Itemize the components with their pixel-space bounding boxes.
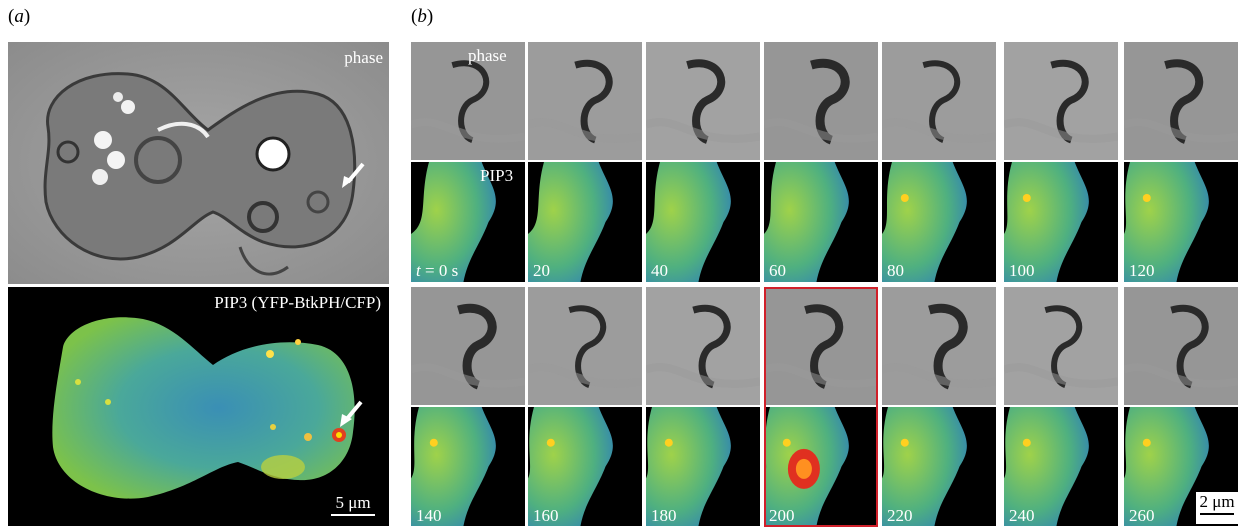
time-label: 60 <box>769 261 786 280</box>
phase-frame <box>764 287 878 405</box>
panel-a-phase-image: phase <box>8 42 389 284</box>
pip3-frame <box>528 162 642 282</box>
phase-frame <box>882 42 996 160</box>
pip3-frame <box>528 407 642 526</box>
pip3-frame <box>764 407 878 526</box>
scale-bar-b: 2 μm <box>1196 492 1238 524</box>
phase-frame <box>1124 287 1238 405</box>
phase-frame <box>528 287 642 405</box>
pip3-frame <box>882 162 996 282</box>
pip3-frame <box>882 407 996 526</box>
panel-label-b: (b) <box>411 6 434 27</box>
time-label: 180 <box>651 506 677 525</box>
phase-frame <box>1004 42 1118 160</box>
pip3-frame <box>764 162 878 282</box>
pip3-frame <box>1004 407 1118 526</box>
pip3-frame <box>411 162 525 282</box>
phase-frame <box>1124 42 1238 160</box>
phase-frame <box>528 42 642 160</box>
time-label: 240 <box>1009 506 1035 525</box>
phase-label-b: phase <box>468 46 507 65</box>
phase-label-a: phase <box>344 48 383 67</box>
time-label: 220 <box>887 506 913 525</box>
pip3-frame <box>646 407 760 526</box>
time-label: 120 <box>1129 261 1155 280</box>
time-label: 200 <box>769 506 795 525</box>
scale-bar-a: 5 μm <box>326 493 380 523</box>
pip3-frame <box>1124 407 1238 526</box>
phase-frame <box>646 287 760 405</box>
pip3-frame <box>646 162 760 282</box>
pip3-label-b: PIP3 <box>480 166 514 185</box>
phase-frame <box>646 42 760 160</box>
pip3-frame <box>411 407 525 526</box>
phase-frame <box>764 42 878 160</box>
time-label: 80 <box>887 261 904 280</box>
time-label: 20 <box>533 261 550 280</box>
highlight-frame-box <box>764 287 878 527</box>
phase-frame <box>882 287 996 405</box>
pip3-label-a: PIP3 (YFP-BtkPH/CFP) <box>214 293 381 312</box>
panel-label-a: (a) <box>8 6 31 27</box>
phase-frame <box>411 287 525 405</box>
time-label: 140 <box>416 506 442 525</box>
panel-a-pip3-image: PIP3 (YFP-BtkPH/CFP) <box>8 287 389 526</box>
time-label: 160 <box>533 506 559 525</box>
time-label-first: t = 0 s <box>416 261 459 280</box>
phase-frame <box>1004 287 1118 405</box>
pip3-frame <box>1124 162 1238 282</box>
time-label: 260 <box>1129 506 1155 525</box>
phase-frame <box>411 42 525 160</box>
time-label: 100 <box>1009 261 1035 280</box>
time-label: 40 <box>651 261 668 280</box>
pip3-frame <box>1004 162 1118 282</box>
